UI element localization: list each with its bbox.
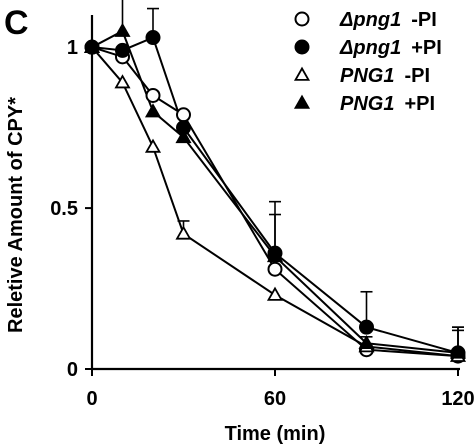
data-point-triangle-open <box>114 74 131 89</box>
series-markers <box>83 22 467 364</box>
data-point-triangle-filled <box>358 334 375 350</box>
legend-marker-triangle-filled <box>293 94 311 109</box>
legend-entry-triangle-open: PNG1 -PI <box>293 65 430 87</box>
data-point-circle-open <box>267 261 283 277</box>
legend-treatment: +PI <box>411 37 442 59</box>
legend-label: Δpng1 +PI <box>339 37 442 59</box>
data-point-circle-open <box>145 87 161 103</box>
data-point-circle-filled <box>115 42 130 58</box>
legend-entry-circle-filled: Δpng1 +PI <box>294 37 442 59</box>
series-lines <box>91 29 459 358</box>
legend-marker-circle-filled <box>294 39 310 55</box>
legend-entry-circle-open: Δpng1 -PI <box>294 9 437 31</box>
legend-strain-name: Δpng1 <box>339 9 401 31</box>
data-point-triangle-filled <box>114 22 131 37</box>
legend-treatment: -PI <box>404 65 430 87</box>
legend-marker-triangle-open <box>293 66 311 81</box>
data-point-circle-filled <box>359 319 374 335</box>
data-point-triangle-filled <box>144 103 162 118</box>
legend-strain-name: PNG1 <box>340 65 394 87</box>
y-tick-label: 0 <box>67 359 78 381</box>
data-point-circle-filled <box>145 30 161 46</box>
legend-label: PNG1 -PI <box>340 65 430 87</box>
data-point-circle-open <box>176 107 191 123</box>
data-point-triangle-filled <box>83 38 101 53</box>
x-axis-label: Time (min) <box>225 423 326 445</box>
legend-strain-name: Δpng1 <box>339 37 401 59</box>
x-ticks: 0 60 120 <box>86 369 474 410</box>
y-tick-label: 1 <box>67 37 78 59</box>
series-line-triangle-filled <box>91 29 459 354</box>
legend-treatment: -PI <box>411 9 437 31</box>
y-axis-label: Reletive Amount of CPY* <box>5 97 27 333</box>
y-ticks: 00.51 <box>50 37 92 381</box>
legend-label: Δpng1 -PI <box>339 9 437 31</box>
x-tick-label: 0 <box>86 388 97 410</box>
legend-label: PNG1 +PI <box>340 93 435 115</box>
legend-strain-name: PNG1 <box>340 93 394 115</box>
y-tick-label: 0.5 <box>50 198 78 220</box>
panel-letter: C <box>4 4 29 42</box>
legend-treatment: +PI <box>404 93 435 115</box>
series-line-circle-filled <box>91 36 459 354</box>
legend-entry-triangle-filled: PNG1 +PI <box>293 93 435 115</box>
data-point-triangle-filled <box>266 248 284 263</box>
x-tick-label: 60 <box>264 388 286 410</box>
x-tick-label: 120 <box>441 388 474 410</box>
data-point-triangle-open <box>144 138 162 153</box>
data-point-triangle-filled <box>449 344 467 359</box>
data-point-triangle-filled <box>175 128 192 144</box>
data-point-triangle-open <box>266 286 284 301</box>
data-point-triangle-open <box>175 225 192 240</box>
legend-marker-circle-open <box>294 11 310 27</box>
